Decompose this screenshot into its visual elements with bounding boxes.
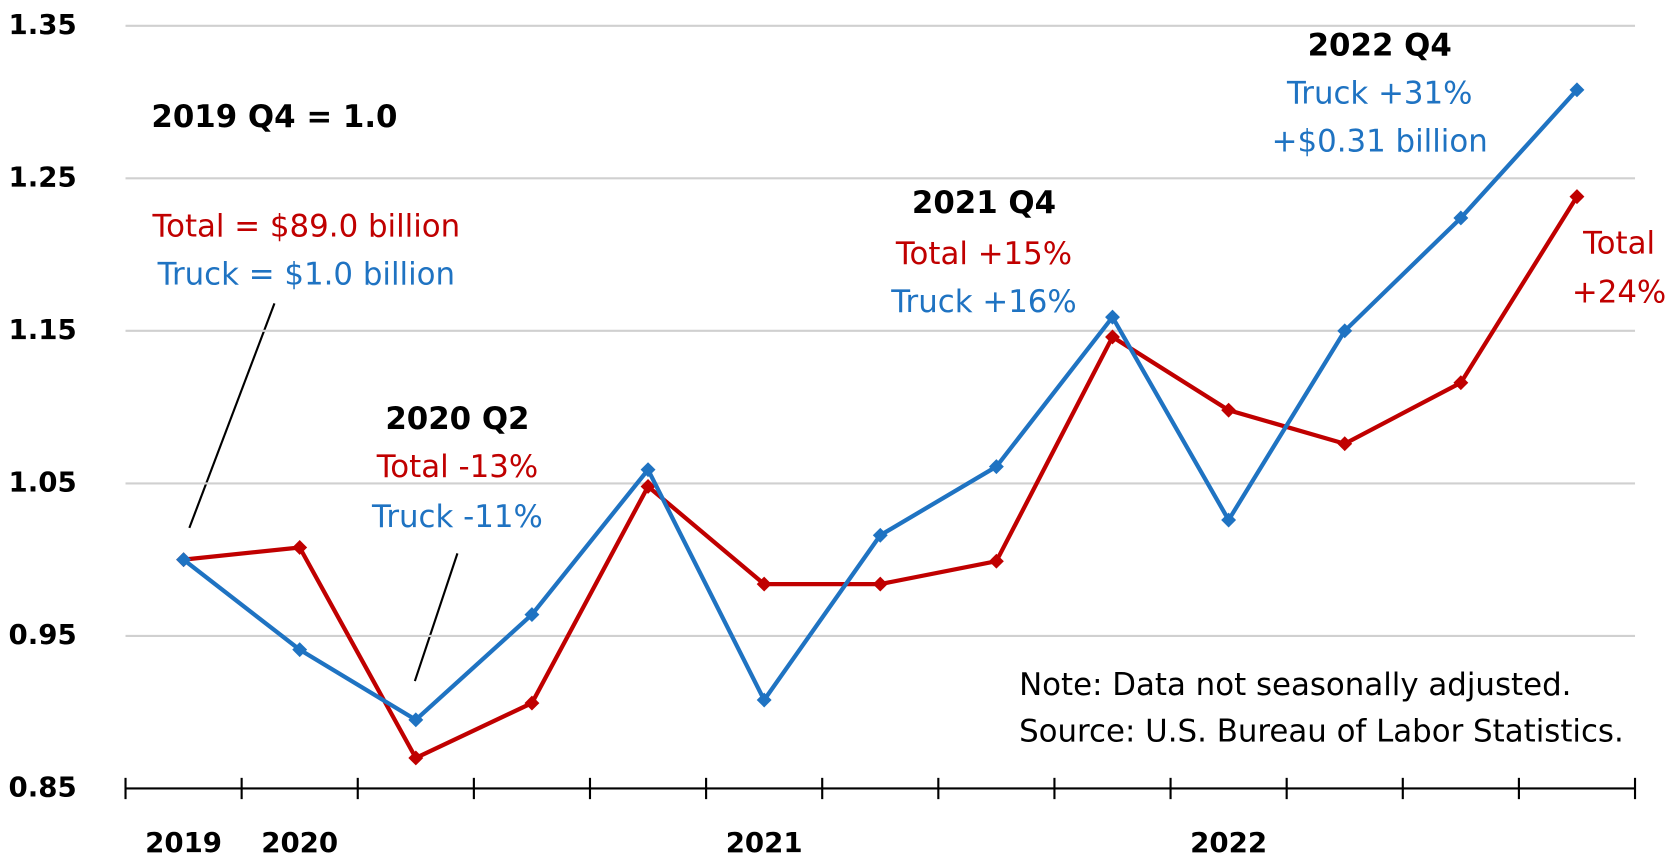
y-tick-label: 0.85 (9, 770, 77, 803)
x-tick-label: 2020 (261, 826, 338, 859)
x-tick-label: 2021 (726, 826, 803, 859)
annotation: Total (1582, 225, 1655, 261)
marker (524, 607, 540, 623)
y-tick-label: 1.25 (9, 160, 77, 193)
leader-line (188, 303, 276, 529)
x-tick-label: 2019 (145, 826, 222, 859)
marker (176, 552, 192, 568)
annotation: Source: U.S. Bureau of Labor Statistics. (1019, 714, 1624, 750)
leader-line (413, 553, 459, 682)
annotation: 2022 Q4 (1308, 28, 1452, 64)
marker (872, 527, 888, 543)
annotation: Truck -11% (371, 499, 543, 535)
annotation: Truck +31% (1286, 75, 1472, 111)
annotation: +$0.31 billion (1272, 123, 1488, 159)
marker (1337, 436, 1353, 452)
annotation: 2019 Q4 = 1.0 (151, 99, 397, 135)
marker (872, 576, 888, 592)
annotation: 2020 Q2 (385, 401, 529, 437)
annotation: Total -13% (376, 449, 538, 485)
y-tick-label: 1.05 (9, 465, 77, 498)
marker (1569, 189, 1585, 205)
y-tick-label: 0.95 (9, 618, 77, 651)
marker (1221, 402, 1237, 418)
y-tick-label: 1.15 (9, 313, 77, 346)
annotation: 2021 Q4 (912, 185, 1056, 221)
marker (524, 695, 540, 711)
annotation: Total +15% (895, 236, 1072, 272)
marker (640, 479, 656, 494)
marker (988, 553, 1004, 569)
annotation: Truck +16% (890, 284, 1076, 320)
annotation: Note: Data not seasonally adjusted. (1019, 667, 1571, 703)
marker (408, 750, 424, 766)
y-tick-label: 1.35 (9, 8, 77, 41)
marker (1569, 82, 1585, 98)
annotation: Truck = $1.0 billion (157, 256, 455, 292)
marker (756, 692, 772, 708)
x-tick-label: 2022 (1190, 826, 1267, 859)
annotation: Total = $89.0 billion (152, 208, 461, 244)
annotation: +24% (1572, 274, 1666, 310)
marker (756, 576, 772, 592)
